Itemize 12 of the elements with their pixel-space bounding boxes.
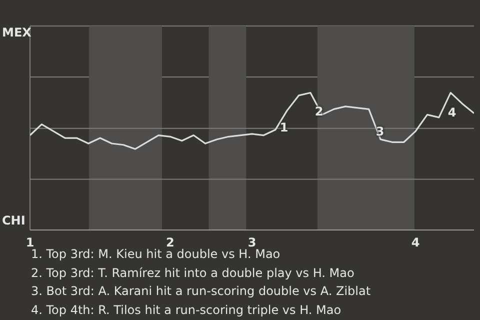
text: 2. Top 3rd: T. Ramírez hit into a double play vs H. Mao — [31, 264, 356, 282]
x-tick-label: 2 — [166, 236, 174, 250]
text: CHI — [2, 214, 26, 228]
annotation: 1 — [280, 120, 288, 134]
text: MEX — [2, 26, 32, 40]
x-tick-label: 1 — [26, 236, 34, 250]
x-tick-label: 3 — [248, 236, 256, 250]
annotation: 4 — [448, 106, 456, 120]
text: 4. Top 4th: R. Tilos hit a run-scoring triple vs H. Mao — [31, 302, 342, 318]
text: 3. Bot 3rd: A. Karani hit a run-scoring double vs A. Ziblat — [31, 283, 371, 300]
x-tick-label: 4 — [411, 236, 420, 250]
text: 1. Top 3rd: M. Kieu hit a double vs H. Mao — [31, 247, 282, 263]
